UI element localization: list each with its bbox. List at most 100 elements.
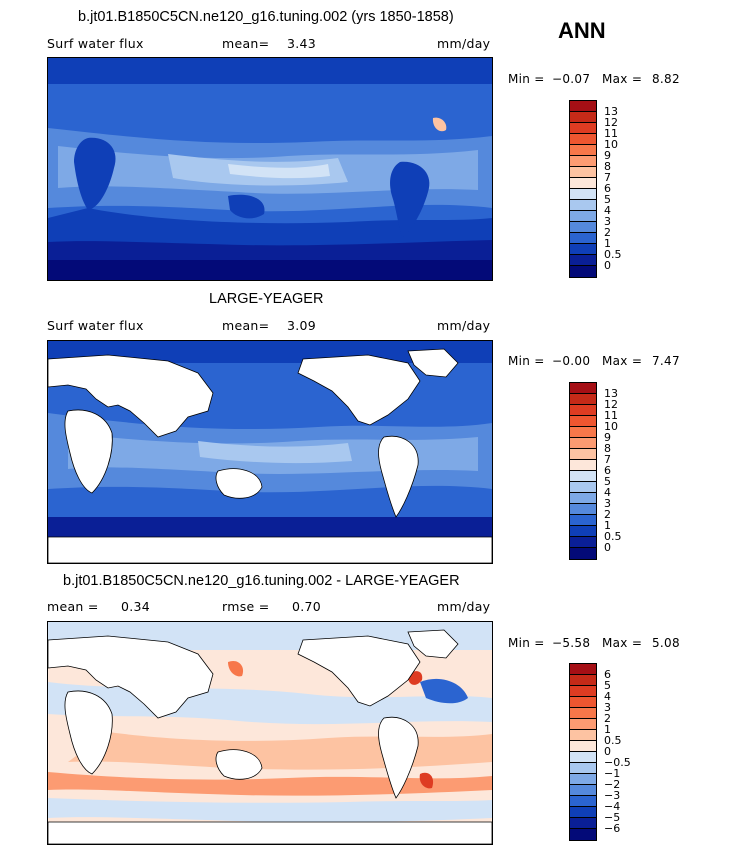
- colorbar-swatch: [570, 427, 596, 438]
- colorbar-swatch: [570, 482, 596, 493]
- panel-3-title: b.jt01.B1850C5CN.ne120_g16.tuning.002 - …: [63, 573, 460, 589]
- colorbar-tick-label: 6: [604, 182, 611, 195]
- panel-3-units: mm/day: [437, 599, 491, 614]
- colorbar-tick-label: 0: [604, 259, 611, 272]
- panel-2-max-value: 7.47: [652, 354, 680, 368]
- panel-2-min-value: −0.00: [552, 354, 591, 368]
- colorbar-tick-label: 0: [604, 745, 611, 758]
- panel-3-rmse-value: 0.70: [292, 599, 322, 614]
- colorbar-swatch: [570, 471, 596, 482]
- colorbar-tick-label: 8: [604, 160, 611, 173]
- colorbar-swatch: [570, 548, 596, 559]
- colorbar-tick-label: 3: [604, 701, 611, 714]
- colorbar-swatch: [570, 416, 596, 427]
- panel-1-max-label: Max =: [602, 72, 643, 86]
- colorbar-tick-label: 5: [604, 679, 611, 692]
- colorbar-tick-label: 13: [604, 105, 618, 118]
- panel-3-rmse-label: rmse =: [222, 599, 270, 614]
- colorbar-tick-label: −3: [604, 789, 621, 802]
- colorbar-swatch: [570, 697, 596, 708]
- colorbar-tick-label: 12: [604, 116, 618, 129]
- colorbar-swatch: [570, 211, 596, 222]
- colorbar-swatch: [570, 449, 596, 460]
- colorbar-swatch: [570, 266, 596, 277]
- colorbar-tick-label: 1: [604, 237, 611, 250]
- panel-2-map: [47, 340, 493, 564]
- colorbar-swatch: [570, 123, 596, 134]
- panel-2-variable: Surf water flux: [47, 318, 144, 333]
- colorbar-swatch: [570, 741, 596, 752]
- colorbar-swatch: [570, 763, 596, 774]
- colorbar-tick-label: −4: [604, 800, 621, 813]
- colorbar-tick-label: 1: [604, 723, 611, 736]
- panel-2-max-label: Max =: [602, 354, 643, 368]
- colorbar-swatch: [570, 774, 596, 785]
- panel-2-colorbar: 13 12 11 10 9 8 7 6 5 4 3 2 1 0.5 0: [569, 382, 622, 560]
- colorbar-swatch: [570, 189, 596, 200]
- colorbar-swatch: [570, 145, 596, 156]
- season-label: ANN: [558, 18, 606, 43]
- colorbar-swatch: [570, 438, 596, 449]
- colorbar-swatch: [570, 244, 596, 255]
- colorbar-swatch: [570, 383, 596, 394]
- colorbar-swatch: [570, 719, 596, 730]
- panel-3-max-value: 5.08: [652, 636, 680, 650]
- colorbar-swatch: [570, 493, 596, 504]
- colorbar-tick-label: 3: [604, 215, 611, 228]
- colorbar-tick-label: 9: [604, 431, 611, 444]
- colorbar-tick-label: 5: [604, 475, 611, 488]
- colorbar-tick-label: 4: [604, 690, 611, 703]
- colorbar-tick-label: 2: [604, 508, 611, 521]
- panel-1-title: b.jt01.B1850C5CN.ne120_g16.tuning.002 (y…: [78, 9, 454, 25]
- colorbar-swatch: [570, 730, 596, 741]
- colorbar-swatch: [570, 526, 596, 537]
- colorbar-tick-label: 0.5: [604, 248, 622, 261]
- panel-3-min-label: Min =: [508, 636, 545, 650]
- panel-2-units: mm/day: [437, 318, 491, 333]
- colorbar-tick-label: 2: [604, 226, 611, 239]
- colorbar-swatch: [570, 664, 596, 675]
- colorbar-tick-label: −2: [604, 778, 621, 791]
- colorbar-swatch: [570, 222, 596, 233]
- panel-2-mean-label: mean=: [222, 318, 270, 333]
- colorbar-swatch: [570, 167, 596, 178]
- colorbar-tick-label: 7: [604, 171, 611, 184]
- panel-2-mean-value: 3.09: [287, 318, 317, 333]
- colorbar-swatch: [570, 818, 596, 829]
- colorbar-swatch: [570, 807, 596, 818]
- colorbar-swatch: [570, 708, 596, 719]
- colorbar-tick-label: 0.5: [604, 530, 622, 543]
- colorbar-tick-label: 10: [604, 138, 618, 151]
- panel-1-variable: Surf water flux: [47, 36, 144, 51]
- colorbar-tick-label: 6: [604, 668, 611, 681]
- colorbar-tick-label: 0: [604, 541, 611, 554]
- panel-3-min-value: −5.58: [552, 636, 591, 650]
- colorbar-swatch: [570, 156, 596, 167]
- panel-1-colorbar: 13 12 11 10 9 8 7 6 5 4 3 2 1 0.5 0: [569, 100, 622, 278]
- panel-1-min-label: Min =: [508, 72, 545, 86]
- panel-3-map: [47, 621, 493, 845]
- colorbar-swatch: [570, 233, 596, 244]
- colorbar-tick-label: 11: [604, 127, 618, 140]
- colorbar-tick-label: 6: [604, 464, 611, 477]
- colorbar-tick-label: −5: [604, 811, 621, 824]
- colorbar-tick-label: −0.5: [604, 756, 631, 769]
- colorbar-swatch: [570, 537, 596, 548]
- colorbar-swatch: [570, 752, 596, 763]
- panel-1-min-value: −0.07: [552, 72, 591, 86]
- panel-2-min-label: Min =: [508, 354, 545, 368]
- panel-1-max-value: 8.82: [652, 72, 680, 86]
- colorbar-tick-label: 11: [604, 409, 618, 422]
- colorbar-tick-label: 9: [604, 149, 611, 162]
- colorbar-swatch: [570, 686, 596, 697]
- colorbar-tick-label: 3: [604, 497, 611, 510]
- colorbar-swatch: [570, 112, 596, 123]
- colorbar-swatch: [570, 394, 596, 405]
- panel-3-max-label: Max =: [602, 636, 643, 650]
- colorbar-swatch: [570, 200, 596, 211]
- colorbar-tick-label: 12: [604, 398, 618, 411]
- colorbar-tick-label: 10: [604, 420, 618, 433]
- colorbar-swatch: [570, 255, 596, 266]
- colorbar-tick-label: 4: [604, 204, 611, 217]
- panel-1-map: [47, 57, 493, 281]
